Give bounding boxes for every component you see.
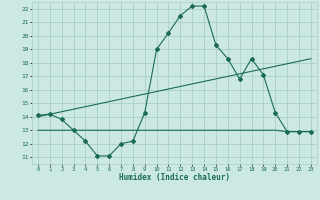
X-axis label: Humidex (Indice chaleur): Humidex (Indice chaleur) <box>119 173 230 182</box>
